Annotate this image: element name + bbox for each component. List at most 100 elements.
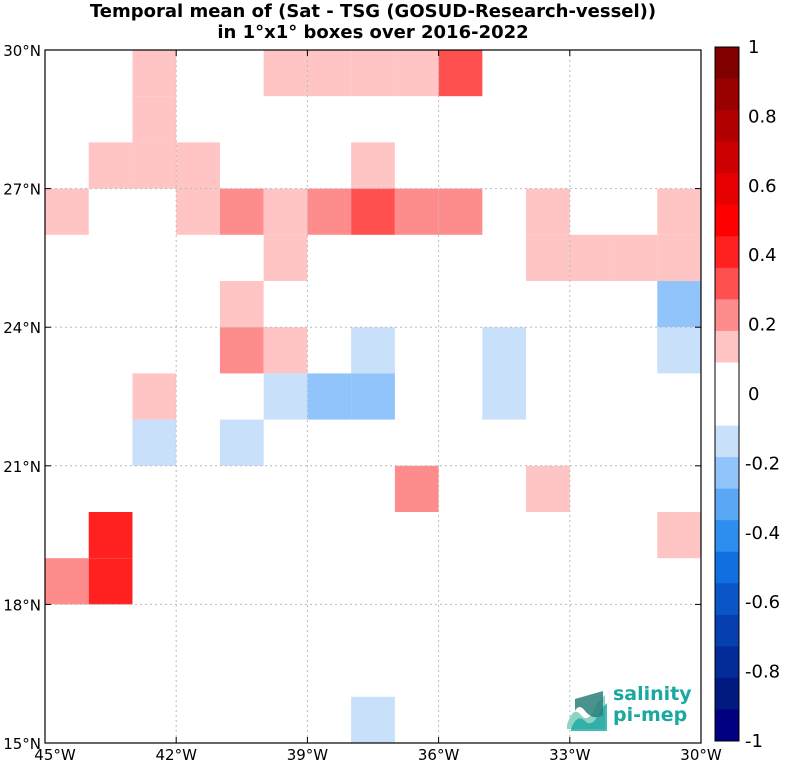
- colorbar-segment: [715, 173, 739, 206]
- heatmap-cell: [132, 419, 177, 466]
- colorbar-segment: [715, 362, 739, 395]
- heatmap-cell: [351, 373, 395, 420]
- gridlines: [45, 50, 701, 743]
- longitude-tick-label: 30°W: [680, 746, 722, 763]
- colorbar-tick-label: -0.6: [745, 592, 780, 613]
- heatmap-cell: [438, 50, 483, 97]
- heatmap-cell: [307, 373, 352, 420]
- heatmap-cell: [132, 373, 177, 420]
- heatmap-cell: [351, 188, 395, 235]
- heatmap-cell: [482, 373, 527, 420]
- logo-text-pimep: pi-mep: [613, 704, 688, 726]
- heatmap-cell: [219, 281, 264, 328]
- longitude-tick-label: 39°W: [287, 746, 329, 763]
- heatmap-cell: [394, 188, 439, 235]
- latitude-tick-label: 27°N: [3, 181, 41, 199]
- heatmap-cell: [176, 142, 220, 189]
- heatmap-cell: [45, 188, 89, 235]
- colorbar-tick-label: 0: [748, 384, 759, 405]
- heatmap-cell: [657, 512, 701, 559]
- colorbar-segment: [715, 520, 739, 553]
- colorbar-segment: [715, 709, 739, 742]
- heatmap-cell: [351, 696, 395, 743]
- colorbar-segment: [715, 110, 739, 143]
- salinity-pimep-logo: salinity pi-mep: [563, 683, 693, 733]
- colorbar-tick-label: 0.4: [748, 245, 777, 266]
- longitude-tick-label: 36°W: [418, 746, 460, 763]
- heatmap-cell: [263, 188, 308, 235]
- heatmap-cell: [307, 188, 352, 235]
- heatmap-cell: [45, 558, 89, 605]
- colorbar-segment: [715, 551, 739, 584]
- map-frame: [44, 49, 702, 744]
- heatmap-cell: [657, 234, 701, 281]
- colorbar: [714, 46, 740, 742]
- colorbar-tick-label: 0.6: [748, 176, 777, 197]
- heatmap-cell: [526, 234, 570, 281]
- heatmap-cell: [613, 234, 658, 281]
- heatmap-cell: [263, 327, 308, 374]
- heatmap-cell: [351, 327, 395, 374]
- heatmap-cell: [219, 419, 264, 466]
- colorbar-segment: [715, 78, 739, 111]
- colorbar-segment: [715, 488, 739, 521]
- heatmap-cell: [132, 96, 177, 143]
- colorbar-tick-label: 1: [748, 37, 759, 58]
- colorbar-segment: [715, 47, 739, 80]
- logo-waves-icon: [567, 691, 607, 731]
- heatmap-cell: [482, 327, 527, 374]
- colorbar-segment: [715, 394, 739, 427]
- colorbar-tick-label: -0.8: [745, 662, 780, 683]
- colorbar-segment: [715, 646, 739, 679]
- longitude-tick-label: 33°W: [549, 746, 591, 763]
- heatmap-cell: [307, 50, 352, 97]
- heatmap-cell: [219, 188, 264, 235]
- heatmap-cell: [438, 188, 483, 235]
- colorbar-tick-label: 0.2: [748, 315, 777, 336]
- colorbar-segment: [715, 204, 739, 237]
- chart-title-line2: in 1°x1° boxes over 2016-2022: [217, 22, 529, 43]
- colorbar-tick-label: -1: [745, 731, 763, 752]
- longitude-tick-label: 42°W: [155, 746, 197, 763]
- latitude-tick-label: 21°N: [3, 458, 41, 476]
- heatmap-cell: [657, 281, 701, 328]
- axis-ticks: [44, 49, 702, 744]
- colorbar-segment: [715, 267, 739, 300]
- colorbar-segment: [715, 236, 739, 269]
- heatmap-cell: [132, 50, 177, 97]
- heatmap-cell: [88, 512, 133, 559]
- colorbar-segment: [715, 299, 739, 332]
- colorbar-segment: [715, 614, 739, 647]
- latitude-labels: 30°N 27°N 24°N 21°N 18°N 15°N: [3, 42, 41, 753]
- logo-text-salinity: salinity: [613, 683, 692, 705]
- heatmap-cell: [351, 50, 395, 97]
- heatmap-cell: [569, 234, 614, 281]
- heatmap-cell: [132, 142, 177, 189]
- colorbar-tick-label: -0.4: [745, 523, 780, 544]
- colorbar-tick-label: -0.2: [745, 453, 780, 474]
- colorbar-tick-label: 0.8: [748, 106, 777, 127]
- heatmap-cell: [526, 465, 570, 512]
- heatmap-cell: [263, 50, 308, 97]
- colorbar-segment: [715, 330, 739, 363]
- colorbar-segment: [715, 677, 739, 710]
- heatmap-cell: [263, 234, 308, 281]
- colorbar-frame: [714, 46, 740, 742]
- latitude-tick-label: 15°N: [3, 735, 41, 753]
- latitude-tick-label: 24°N: [3, 319, 41, 337]
- colorbar-segment: [715, 583, 739, 616]
- heatmap-cell: [657, 188, 701, 235]
- heatmap-cell: [657, 327, 701, 374]
- colorbar-segment: [715, 141, 739, 174]
- heatmap-cell: [176, 188, 220, 235]
- heatmap-cell: [394, 50, 439, 97]
- colorbar-segment: [715, 425, 739, 458]
- heatmap-cells: [45, 50, 701, 743]
- chart-title-line1: Temporal mean of (Sat - TSG (GOSUD-Resea…: [89, 1, 657, 22]
- longitude-labels: 45°W 42°W 39°W 36°W 33°W 30°W: [34, 746, 722, 763]
- latitude-tick-label: 30°N: [3, 42, 41, 60]
- latitude-tick-label: 18°N: [3, 596, 41, 614]
- heatmap-cell: [263, 373, 308, 420]
- colorbar-labels: 1 0.8 0.6 0.4 0.2 0 -0.2 -0.4 -0.6 -0.8 -1: [745, 37, 780, 752]
